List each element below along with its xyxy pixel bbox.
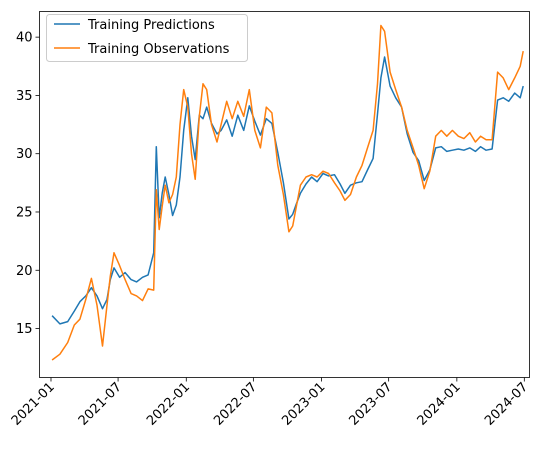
legend-box bbox=[46, 14, 248, 62]
legend-label-training-observations: Training Observations bbox=[87, 42, 230, 57]
series-line-training-predictions bbox=[51, 56, 524, 325]
y-axis: 15 20 25 30 35 40 bbox=[16, 31, 40, 337]
legend: Training Predictions Training Observatio… bbox=[46, 14, 248, 62]
series-layer bbox=[51, 24, 524, 361]
plot-frame bbox=[39, 11, 530, 378]
y-tick-label: 15 bbox=[16, 322, 33, 337]
series-line-training-observations bbox=[51, 24, 524, 361]
y-tick-label: 35 bbox=[16, 89, 33, 104]
legend-label-training-predictions: Training Predictions bbox=[87, 18, 215, 33]
y-tick-label: 25 bbox=[16, 205, 33, 220]
y-tick-label: 30 bbox=[16, 147, 33, 162]
y-tick-label: 40 bbox=[16, 31, 33, 46]
y-tick-label: 20 bbox=[16, 264, 33, 279]
